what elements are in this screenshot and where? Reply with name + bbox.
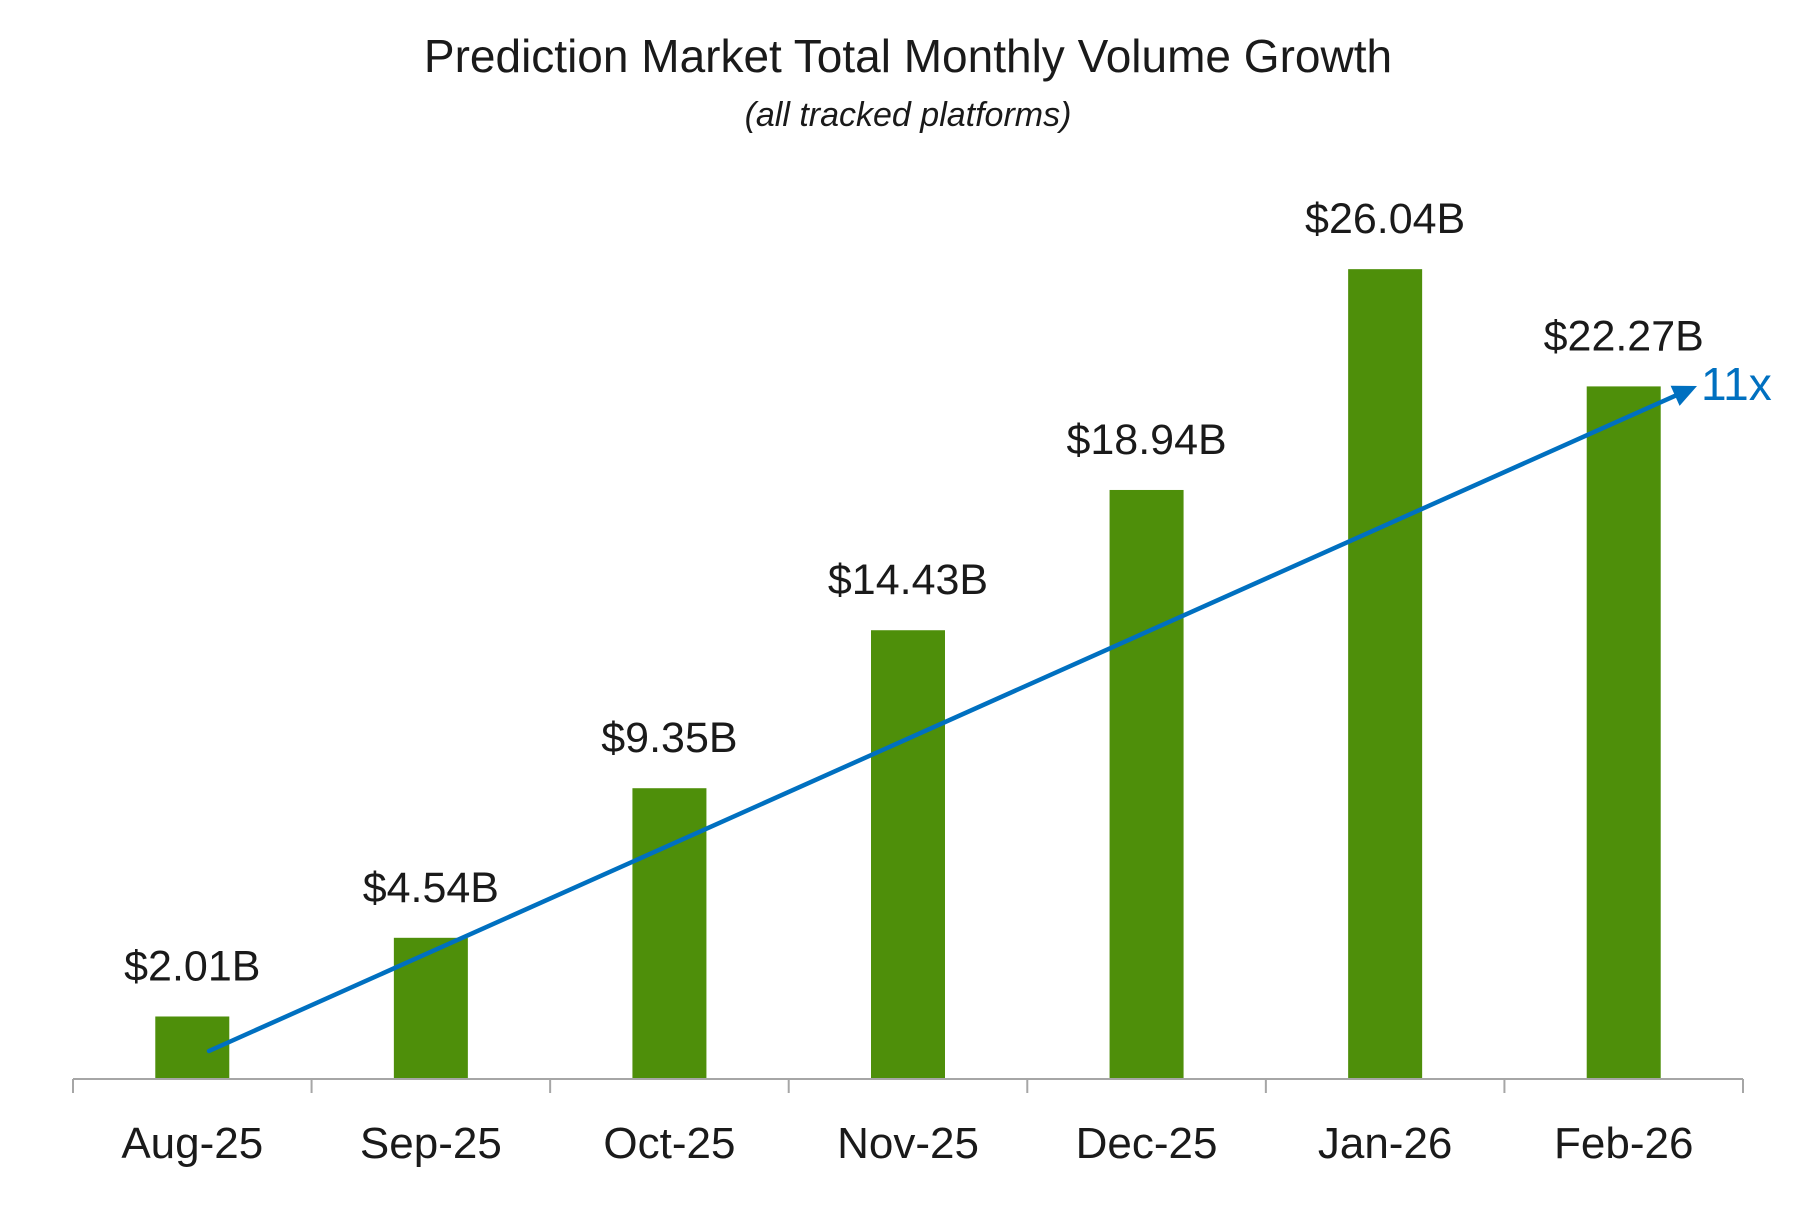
trend-label: 11x	[1701, 358, 1772, 410]
value-label: $2.01B	[124, 942, 260, 990]
x-tick-label: Oct-25	[603, 1119, 735, 1168]
value-label: $14.43B	[828, 556, 988, 604]
x-tick-label: Jan-26	[1318, 1119, 1453, 1168]
value-label: $9.35B	[601, 714, 737, 762]
bars-group	[155, 269, 1661, 1079]
x-tick-label: Feb-26	[1554, 1119, 1693, 1168]
bar-feb-26	[1586, 386, 1661, 1079]
x-tick-label: Sep-25	[360, 1119, 502, 1168]
value-label: $18.94B	[1066, 416, 1226, 464]
value-label: $26.04B	[1305, 195, 1465, 243]
value-label: $22.27B	[1544, 312, 1704, 360]
bar-jan-26	[1348, 269, 1423, 1079]
value-label: $4.54B	[363, 864, 499, 912]
x-tick-label: Dec-25	[1076, 1119, 1218, 1168]
bar-nov-25	[871, 630, 945, 1079]
chart-title: Prediction Market Total Monthly Volume G…	[424, 30, 1392, 82]
bar-oct-25	[632, 788, 707, 1079]
x-tick-label: Nov-25	[837, 1119, 979, 1168]
trend-arrow-line	[206, 393, 1678, 1054]
x-axis	[72, 1078, 1744, 1093]
bar-dec-25	[1109, 489, 1184, 1079]
labels-group: $2.01B $4.54B $9.35B $14.43B $18.94B $26.04B $…	[121, 195, 1703, 1168]
trend-annotation: 11x	[206, 358, 1772, 1054]
trend-arrow-head	[1670, 385, 1697, 406]
chart-subtitle: (all tracked platforms)	[745, 96, 1072, 134]
bar-sep-25	[393, 937, 468, 1079]
x-tick-label: Aug-25	[121, 1119, 263, 1168]
